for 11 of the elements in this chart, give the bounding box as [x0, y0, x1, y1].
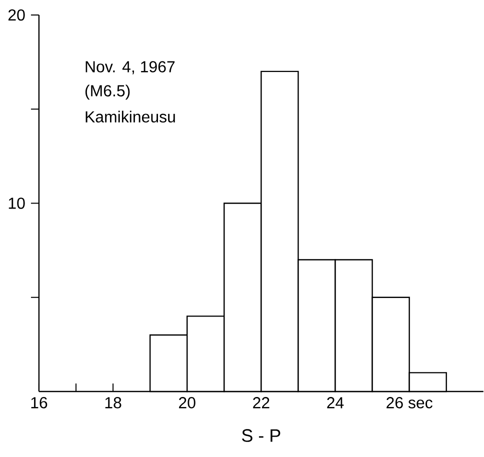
x-tick-label: 22 [253, 396, 270, 408]
x-tick-label: 26 sec [386, 396, 432, 408]
x-tick-label: 18 [105, 396, 122, 408]
x-axis-title: S - P [242, 428, 280, 442]
x-tick-label: 16 [31, 396, 48, 408]
x-tick-label: 20 [179, 396, 196, 408]
annotation: Nov. 4, 1967 [86, 60, 175, 74]
annotation: Kamikineusu [86, 110, 175, 122]
x-tick-label: 24 [327, 396, 344, 408]
y-tick-label: 10 [8, 197, 25, 209]
annotation: (M6.5) [85, 84, 130, 100]
